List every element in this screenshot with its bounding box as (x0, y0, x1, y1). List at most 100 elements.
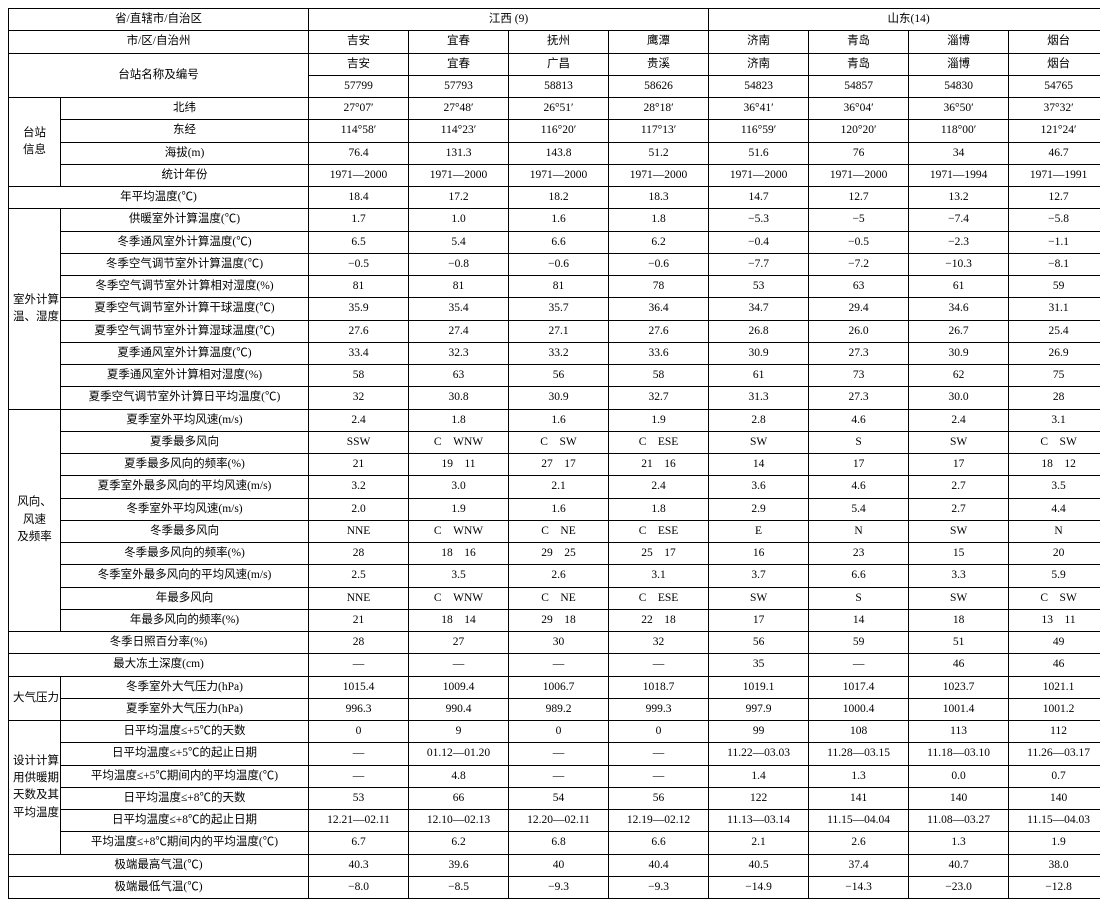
hdr-station-code-5: 54857 (809, 75, 909, 97)
climate-data-table: 省/直辖市/自治区江西 (9)山东(14)市/区/自治州吉安宜春抚州鹰潭济南青岛… (8, 8, 1100, 899)
data-cell: 28 (309, 632, 409, 654)
data-cell: 27.4 (409, 320, 509, 342)
data-cell: 12.7 (809, 187, 909, 209)
table-row: 台站名称及编号吉安宜春广昌贵溪济南青岛淄博烟台 (9, 53, 1100, 75)
data-cell: 11.28—03.15 (809, 743, 909, 765)
hdr-city-5: 青岛 (809, 31, 909, 53)
data-cell: 18 (909, 609, 1009, 631)
data-cell: 6.2 (409, 832, 509, 854)
data-cell: 81 (309, 276, 409, 298)
data-cell: 32 (609, 632, 709, 654)
data-cell: 17 (809, 454, 909, 476)
data-cell: 59 (809, 632, 909, 654)
data-cell: 0 (309, 721, 409, 743)
data-cell: 28 (1009, 387, 1100, 409)
hdr-station-code-4: 54823 (709, 75, 809, 97)
data-cell: 4.6 (809, 409, 909, 431)
row-label: 冬季室外大气压力(hPa) (61, 676, 309, 698)
data-cell: 6.8 (509, 832, 609, 854)
data-cell: −12.8 (1009, 876, 1100, 898)
data-cell: 1.9 (409, 498, 509, 520)
data-cell: 40.4 (609, 854, 709, 876)
data-cell: C WNW (409, 520, 509, 542)
data-cell: 36.4 (609, 298, 709, 320)
table-row: 夏季空气调节室外计算日平均温度(℃)3230.830.932.731.327.3… (9, 387, 1100, 409)
data-cell: −1.1 (1009, 231, 1100, 253)
data-cell: 32.7 (609, 387, 709, 409)
table-row: 夏季通风室外计算相对湿度(%)5863565861736275 (9, 365, 1100, 387)
data-cell: — (409, 654, 509, 676)
data-cell: 143.8 (509, 142, 609, 164)
data-cell: 33.2 (509, 342, 609, 364)
data-cell: −9.3 (509, 876, 609, 898)
table-row: 平均温度≤+5℃期间内的平均温度(℃)—4.8——1.41.30.00.7 (9, 765, 1100, 787)
data-cell: 46 (1009, 654, 1100, 676)
hdr-station-name-6: 淄博 (909, 53, 1009, 75)
data-cell: 4.4 (1009, 498, 1100, 520)
data-cell: 1009.4 (409, 676, 509, 698)
data-cell: −8.1 (1009, 253, 1100, 275)
data-cell: 01.12—01.20 (409, 743, 509, 765)
data-cell: 46.7 (1009, 142, 1100, 164)
data-cell: −7.7 (709, 253, 809, 275)
data-cell: −0.6 (609, 253, 709, 275)
data-cell: 16 (709, 543, 809, 565)
row-label: 年平均温度(℃) (9, 187, 309, 209)
data-cell: E (709, 520, 809, 542)
data-cell: 18.2 (509, 187, 609, 209)
data-cell: 17.2 (409, 187, 509, 209)
table-row: 冬季空气调节室外计算相对湿度(%)8181817853636159 (9, 276, 1100, 298)
table-row: 年最多风向的频率(%)2118 1429 1822 1817141813 11 (9, 609, 1100, 631)
data-cell: 6.7 (309, 832, 409, 854)
data-cell: 1021.1 (1009, 676, 1100, 698)
data-cell: 2.6 (509, 565, 609, 587)
data-cell: C NE (509, 520, 609, 542)
data-cell: 12.20—02.11 (509, 810, 609, 832)
table-row: 大气压力冬季室外大气压力(hPa)1015.41009.41006.71018.… (9, 676, 1100, 698)
data-cell: SW (909, 520, 1009, 542)
row-label: 冬季最多风向 (61, 520, 309, 542)
data-cell: 35.9 (309, 298, 409, 320)
data-cell: 11.22—03.03 (709, 743, 809, 765)
data-cell: 63 (809, 276, 909, 298)
data-cell: −9.3 (609, 876, 709, 898)
data-cell: 0 (509, 721, 609, 743)
row-label: 冬季室外平均风速(m/s) (61, 498, 309, 520)
row-label: 最大冻土深度(cm) (9, 654, 309, 676)
group-label-outdoor: 室外计算温、湿度 (9, 209, 61, 409)
data-cell: 117°13′ (609, 120, 709, 142)
data-cell: 121°24′ (1009, 120, 1100, 142)
data-cell: 56 (509, 365, 609, 387)
data-cell: 1.3 (909, 832, 1009, 854)
table-row: 冬季最多风向的频率(%)2818 1629 2525 1716231520 (9, 543, 1100, 565)
data-cell: 0.7 (1009, 765, 1100, 787)
data-cell: 30.0 (909, 387, 1009, 409)
data-cell: 1971—1991 (1009, 164, 1100, 186)
data-cell: C ESE (609, 587, 709, 609)
data-cell: 30.8 (409, 387, 509, 409)
hdr-station-name-7: 烟台 (1009, 53, 1100, 75)
data-cell: 56 (609, 787, 709, 809)
data-cell: 2.9 (709, 498, 809, 520)
hdr-city-3: 鹰潭 (609, 31, 709, 53)
data-cell: 1.8 (609, 209, 709, 231)
data-cell: 34.7 (709, 298, 809, 320)
data-cell: 26.8 (709, 320, 809, 342)
data-cell: −14.3 (809, 876, 909, 898)
table-row: 市/区/自治州吉安宜春抚州鹰潭济南青岛淄博烟台 (9, 31, 1100, 53)
data-cell: 12.7 (1009, 187, 1100, 209)
data-cell: 40.3 (309, 854, 409, 876)
data-cell: 78 (609, 276, 709, 298)
data-cell: 76 (809, 142, 909, 164)
data-cell: 27.1 (509, 320, 609, 342)
row-label: 日平均温度≤+8℃的起止日期 (61, 810, 309, 832)
data-cell: — (509, 743, 609, 765)
data-cell: — (509, 654, 609, 676)
data-cell: NNE (309, 587, 409, 609)
data-cell: 27°07′ (309, 98, 409, 120)
data-cell: 1.8 (409, 409, 509, 431)
data-cell: 1971—1994 (909, 164, 1009, 186)
data-cell: 18.4 (309, 187, 409, 209)
table-row: 夏季室外最多风向的平均风速(m/s)3.23.02.12.43.64.62.73… (9, 476, 1100, 498)
table-row: 风向、风速及频率夏季室外平均风速(m/s)2.41.81.61.92.84.62… (9, 409, 1100, 431)
